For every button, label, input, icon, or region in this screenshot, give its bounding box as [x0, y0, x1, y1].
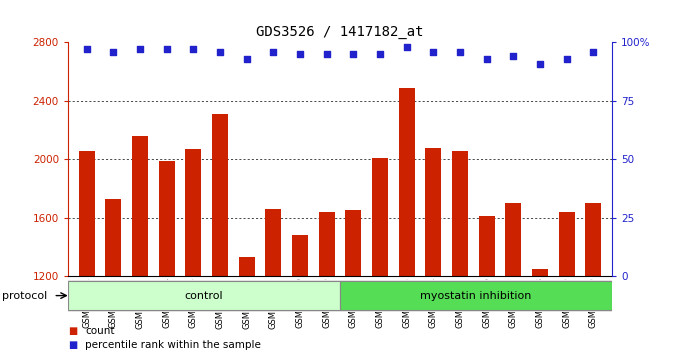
Bar: [345, 210, 361, 276]
Bar: [372, 158, 388, 276]
Title: GDS3526 / 1417182_at: GDS3526 / 1417182_at: [256, 25, 424, 39]
Bar: [292, 235, 308, 276]
Text: ■: ■: [68, 340, 78, 350]
Point: [401, 44, 412, 50]
Bar: [425, 148, 441, 276]
Point: [561, 56, 572, 62]
Point: [294, 51, 305, 57]
Bar: [186, 149, 201, 276]
Point: [188, 47, 199, 52]
Text: percentile rank within the sample: percentile rank within the sample: [85, 340, 261, 350]
Point: [588, 49, 599, 55]
Point: [241, 56, 252, 62]
Bar: [68, 281, 340, 310]
Point: [454, 49, 465, 55]
Point: [375, 51, 386, 57]
Bar: [265, 209, 282, 276]
Text: control: control: [185, 291, 223, 301]
Bar: [479, 216, 494, 276]
Bar: [585, 203, 601, 276]
Point: [215, 49, 226, 55]
Text: count: count: [85, 326, 114, 336]
Bar: [340, 281, 612, 310]
Point: [481, 56, 492, 62]
Text: myostatin inhibition: myostatin inhibition: [420, 291, 532, 301]
Bar: [105, 199, 121, 276]
Bar: [319, 212, 335, 276]
Bar: [132, 136, 148, 276]
Text: ■: ■: [68, 326, 78, 336]
Bar: [452, 150, 468, 276]
Point: [508, 54, 519, 59]
Point: [135, 47, 146, 52]
Point: [428, 49, 439, 55]
Text: protocol: protocol: [2, 291, 48, 301]
Point: [81, 47, 92, 52]
Bar: [398, 88, 415, 276]
Point: [268, 49, 279, 55]
Point: [321, 51, 332, 57]
Point: [108, 49, 119, 55]
Bar: [158, 161, 175, 276]
Bar: [212, 114, 228, 276]
Point: [534, 61, 545, 66]
Bar: [532, 269, 548, 276]
Bar: [239, 257, 255, 276]
Bar: [505, 203, 522, 276]
Bar: [559, 212, 575, 276]
Bar: [79, 150, 95, 276]
Point: [161, 47, 172, 52]
Point: [348, 51, 359, 57]
